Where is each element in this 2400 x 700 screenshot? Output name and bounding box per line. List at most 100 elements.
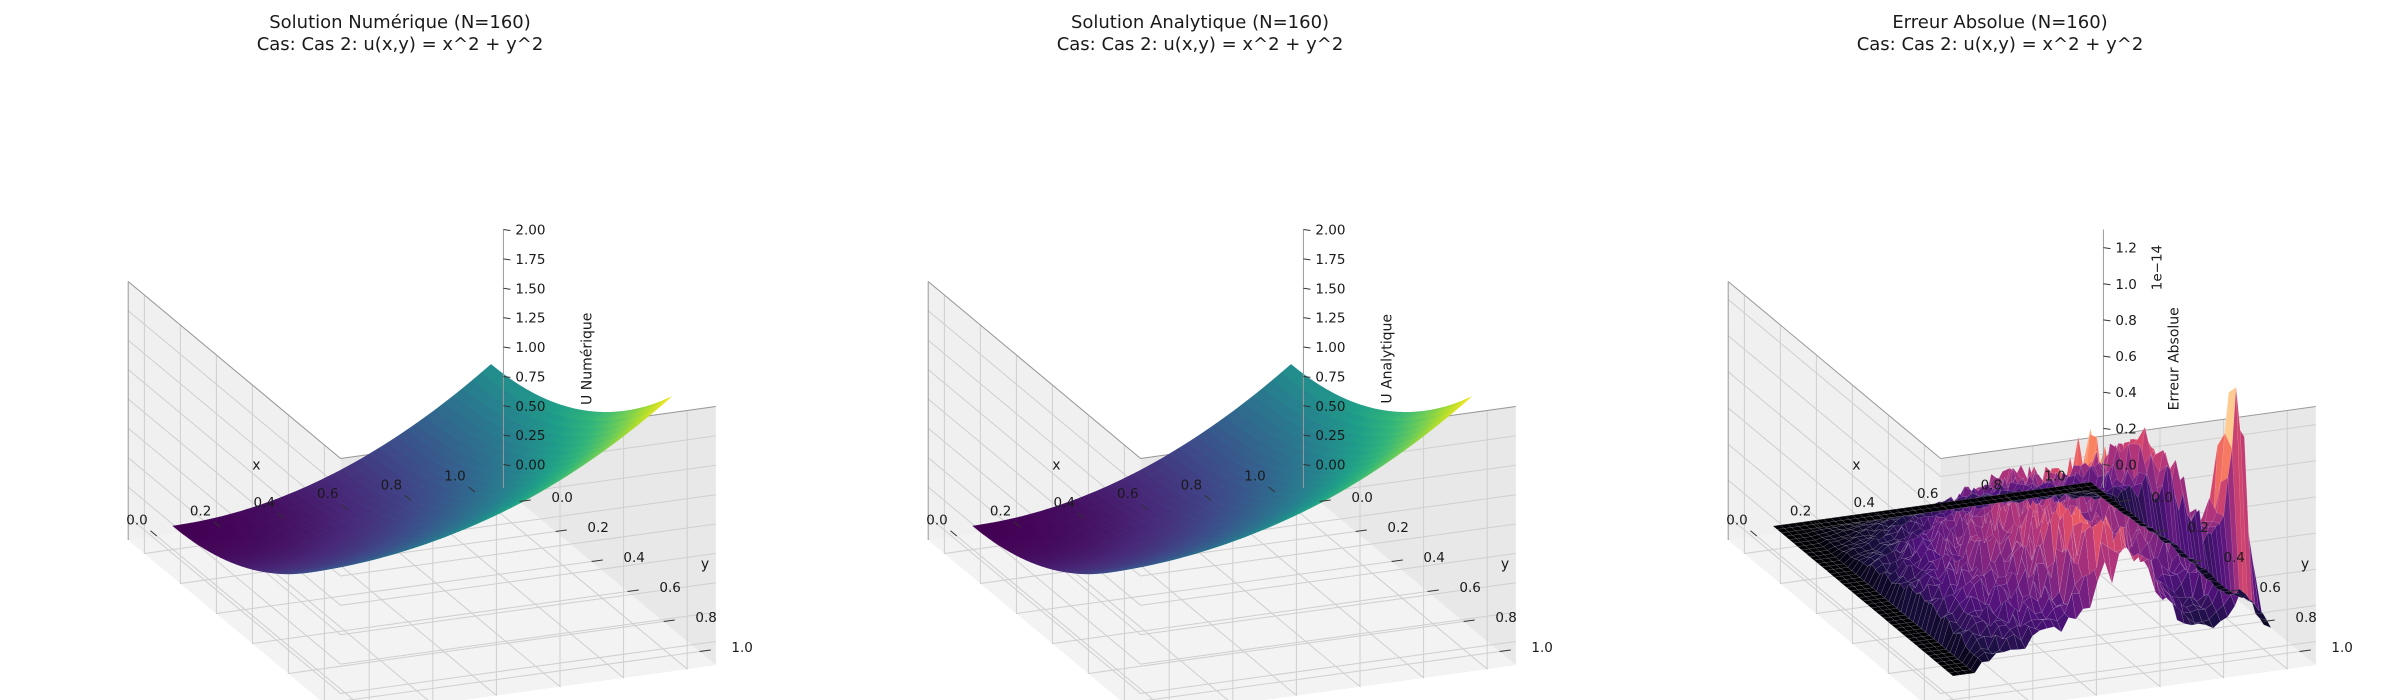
x-axis: 0.0 0.2 0.4 0.6 0.8 1.0 x xyxy=(126,458,476,537)
z-axis: 0.00 0.25 0.50 0.75 1.00 1.25 1.50 1.75 2.00 U An… xyxy=(1302,223,1395,489)
x-tick-label: 0.6 xyxy=(1117,486,1138,502)
y-axis: 0.0 0.2 0.4 0.6 0.8 1.0 y xyxy=(1319,490,1553,656)
z-axis: 0.0 0.2 0.4 0.6 0.8 1.0 1.2 Erreur Absolue 1e−14 xyxy=(2102,229,2182,489)
y-tick-label: 0.0 xyxy=(1351,490,1372,506)
z-tick-label: 1.0 xyxy=(2115,277,2136,293)
surface-facet xyxy=(481,364,497,378)
z-tick-label: 0.75 xyxy=(515,369,545,385)
z-tick-label: 2.00 xyxy=(1315,223,1345,239)
x-tick-label: 0.8 xyxy=(1181,477,1202,493)
z-axis-label: U Analytique xyxy=(1379,314,1395,404)
surface-facet xyxy=(2205,576,2219,583)
y-tick-label: 0.4 xyxy=(1423,550,1444,566)
z-tick-label: 1.00 xyxy=(515,340,545,356)
chart-panel-erreur: Erreur Absolue (N=160) Cas: Cas 2: u(x,y… xyxy=(1600,0,2400,700)
z-tick-label: 0.50 xyxy=(515,399,545,415)
x-tick-label: 0.8 xyxy=(381,477,402,493)
surface-facet xyxy=(2160,539,2174,544)
y-tick-label: 0.6 xyxy=(1459,580,1480,596)
x-axis: 0.0 0.2 0.4 0.6 0.8 1.0 x xyxy=(1726,458,2076,537)
surface-facet xyxy=(2189,561,2202,568)
chart-title-block: Solution Analytique (N=160) Cas: Cas 2: … xyxy=(800,12,1600,56)
surface-facet xyxy=(2197,568,2211,575)
chart-title: Solution Analytique (N=160) xyxy=(1070,12,1330,33)
y-tick-label: 0.8 xyxy=(695,610,716,626)
y-axis-label: y xyxy=(2301,556,2309,572)
surface-facet xyxy=(2132,519,2145,524)
z-tick-label: 0.25 xyxy=(1315,428,1345,444)
chart-subtitle: Cas: Cas 2: u(x,y) = x^2 + y^2 xyxy=(1856,34,2144,55)
surface-plot-erreur: 0.00.20.40.60.81.0x0.00.20.40.60.81.0y0.… xyxy=(1726,229,2353,700)
y-tick-label: 0.6 xyxy=(659,580,680,596)
x-tick-label: 0.4 xyxy=(1853,495,1874,511)
z-tick-label: 0.8 xyxy=(2115,313,2136,329)
y-axis: 0.0 0.2 0.4 0.6 0.8 1.0 y xyxy=(2119,490,2353,656)
chart-title: Erreur Absolue (N=160) xyxy=(1892,12,2108,33)
z-axis-label: Erreur Absolue xyxy=(2166,307,2182,410)
x-tick-label: 0.2 xyxy=(190,504,211,520)
x-tick-label: 0.0 xyxy=(126,513,147,529)
x-axis-label: x xyxy=(252,458,260,474)
chart-panel-numerique: Solution Numérique (N=160) Cas: Cas 2: u… xyxy=(0,0,800,700)
y-axis-label: y xyxy=(1501,556,1509,572)
x-tick-label: 1.0 xyxy=(2044,469,2065,485)
surface-facet xyxy=(2251,600,2264,615)
z-tick-label: 0.50 xyxy=(1315,399,1345,415)
surface-facet xyxy=(2123,513,2137,517)
y-tick-label: 0.2 xyxy=(2187,520,2208,536)
surface-facet xyxy=(2173,547,2186,554)
y-tick-label: 0.2 xyxy=(587,520,608,536)
z-tick-label: 1.25 xyxy=(1315,311,1345,327)
z-tick-label: 0.00 xyxy=(1315,458,1345,474)
surface-facet xyxy=(1281,364,1297,378)
z-tick-label: 0.2 xyxy=(2115,421,2136,437)
z-tick-label: 1.00 xyxy=(1315,340,1345,356)
x-tick-label: 1.0 xyxy=(444,469,465,485)
z-tick-label: 0.00 xyxy=(515,458,545,474)
y-tick-label: 0.8 xyxy=(1495,610,1516,626)
z-tick-label: 0.6 xyxy=(2115,349,2136,365)
surface-facet xyxy=(2193,563,2207,572)
chart-title-block: Solution Numérique (N=160) Cas: Cas 2: u… xyxy=(0,12,800,56)
z-tick-label: 0.25 xyxy=(515,428,545,444)
x-axis-label: x xyxy=(1852,458,1860,474)
surface-facet xyxy=(2156,534,2170,542)
x-axis-label: x xyxy=(1052,458,1060,474)
z-tick-label: 1.75 xyxy=(515,252,545,268)
surface-facet xyxy=(2083,481,2096,487)
z-tick-label: 2.00 xyxy=(515,223,545,239)
x-tick-label: 0.4 xyxy=(253,495,274,511)
z-tick-label: 1.50 xyxy=(515,281,545,297)
x-axis: 0.0 0.2 0.4 0.6 0.8 1.0 x xyxy=(926,458,1276,537)
x-tick-label: 1.0 xyxy=(1244,469,1265,485)
surface-facet xyxy=(2095,491,2109,497)
x-tick-label: 0.2 xyxy=(1790,504,1811,520)
z-tick-label: 1.25 xyxy=(515,311,545,327)
chart-title: Solution Numérique (N=160) xyxy=(269,12,531,33)
chart-subtitle: Cas: Cas 2: u(x,y) = x^2 + y^2 xyxy=(256,34,544,55)
y-tick-label: 1.0 xyxy=(731,640,752,656)
surface-facet xyxy=(2185,557,2199,565)
y-tick-label: 1.0 xyxy=(1531,640,1552,656)
x-tick-label: 0.6 xyxy=(1917,486,1938,502)
y-tick-label: 0.6 xyxy=(2259,580,2280,596)
z-axis-label: U Numérique xyxy=(579,313,595,405)
surface-plot-analytique: 0.00.20.40.60.81.0x0.00.20.40.60.81.0y0.… xyxy=(926,223,1553,700)
surface-plot-numerique: 0.00.20.40.60.81.0x0.00.20.40.60.81.0y0.… xyxy=(126,223,753,700)
x-tick-label: 0.6 xyxy=(317,486,338,502)
surface-facet xyxy=(2214,584,2227,590)
z-tick-label: 0.75 xyxy=(1315,369,1345,385)
surface-facet xyxy=(2255,612,2268,621)
x-tick-label: 0.0 xyxy=(926,513,947,529)
y-tick-label: 0.0 xyxy=(2151,490,2172,506)
surface-facet xyxy=(2243,597,2255,605)
chart-title-block: Erreur Absolue (N=160) Cas: Cas 2: u(x,y… xyxy=(1600,12,2400,56)
surface xyxy=(972,364,1472,575)
x-tick-label: 0.4 xyxy=(1053,495,1074,511)
z-scale-offset-label: 1e−14 xyxy=(2149,245,2165,290)
y-tick-label: 0.4 xyxy=(2223,550,2244,566)
surface-facet xyxy=(2153,532,2165,538)
surface-facet xyxy=(2091,488,2104,494)
surface-facet xyxy=(2177,553,2190,559)
surface-facet xyxy=(2149,531,2161,536)
